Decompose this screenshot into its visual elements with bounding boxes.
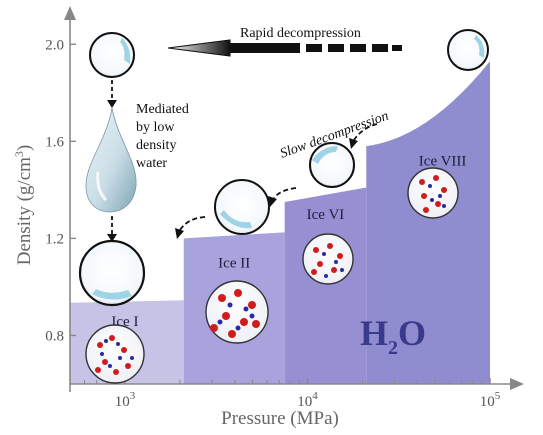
slow-decompression-arrows: [179, 123, 378, 231]
phase-label-ice-ii: Ice II: [218, 256, 250, 272]
phase-label-ice-viii: Ice VIII: [419, 154, 467, 170]
phase-label-ice-vi: Ice VI: [307, 207, 345, 223]
rapid-decompression-arrow: [167, 39, 402, 57]
ice-viii-structure-thumbnail: [407, 167, 459, 219]
slow-arrowhead-2: [268, 196, 277, 207]
bubble-top-right: [447, 29, 489, 71]
y-ticks: 0.8 1.2 1.6 2.0: [45, 37, 76, 344]
bubble-ice-ii: [214, 179, 270, 235]
x-axis-arrowhead: [510, 378, 524, 390]
bubble-ice-vi: [309, 142, 355, 188]
water-droplet: [85, 107, 137, 213]
x-tick-label: 103: [115, 390, 136, 410]
mediated-label: Mediated by low density water: [136, 102, 192, 171]
x-ticks: 103 104 105: [83, 378, 501, 410]
arrowhead-2: [107, 234, 117, 242]
phase-region-ice-viii: [366, 61, 490, 385]
slow-arrowhead-3: [175, 228, 184, 239]
bubble-left-bottom: [78, 239, 146, 307]
h2o-formula: H2O: [360, 313, 426, 359]
y-axis-arrowhead: [64, 6, 76, 20]
phase-regions: [70, 61, 490, 385]
arrowhead-1: [107, 100, 117, 108]
x-tick-label: 105: [480, 390, 501, 410]
ice-vi-structure-thumbnail: [302, 233, 354, 285]
y-tick-label: 1.2: [45, 231, 64, 247]
x-axis-title: Pressure (MPa): [221, 408, 339, 429]
ice-ii-structure-thumbnail: [205, 280, 269, 344]
axes: [64, 6, 524, 392]
y-tick-label: 0.8: [45, 328, 64, 344]
ice-i-structure-thumbnail: [85, 324, 145, 384]
slow-arrowhead-1: [349, 138, 358, 149]
y-tick-label: 2.0: [45, 37, 64, 53]
phase-region-ice-vi: [284, 187, 367, 384]
y-axis-title: Density (g/cm3): [12, 145, 35, 266]
bubble-top-left: [89, 32, 135, 78]
rapid-decompression-label: Rapid decompression: [240, 26, 361, 41]
y-tick-label: 1.6: [45, 134, 64, 150]
x-tick-label: 104: [297, 390, 318, 410]
